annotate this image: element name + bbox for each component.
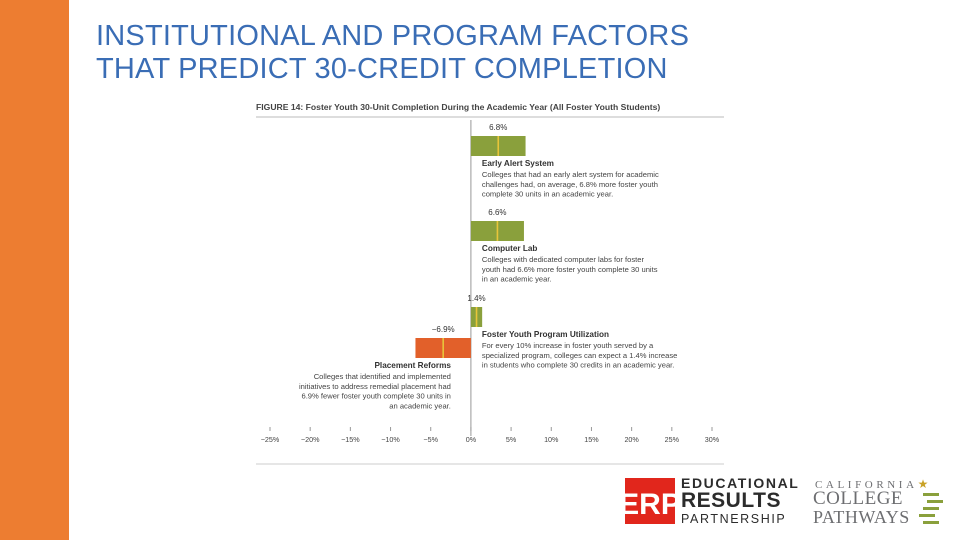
bar-desc-0-1: challenges had, on average, 6.8% more fo… xyxy=(482,180,658,189)
value-label-2: 1.4% xyxy=(467,294,485,303)
bar-desc-1-0: Colleges with dedicated computer labs fo… xyxy=(482,255,645,264)
chart-title: FIGURE 14: Foster Youth 30-Unit Completi… xyxy=(256,102,660,112)
erp-logo: ERP EDUCATIONAL RESULTS PARTNERSHIP xyxy=(619,475,805,526)
erp-mark-bg xyxy=(625,478,675,524)
bar-desc-2-0: For every 10% increase in foster youth s… xyxy=(482,341,654,350)
bar-name-1: Computer Lab xyxy=(482,244,537,253)
ccp-bar-2 xyxy=(927,500,943,503)
x-tick-label-9: 20% xyxy=(624,435,639,444)
ccp-bar-5 xyxy=(923,521,939,524)
x-tick-label-4: −5% xyxy=(423,435,438,444)
bar-name-3: Placement Reforms xyxy=(374,361,451,370)
erp-line-1: EDUCATIONAL xyxy=(681,475,800,491)
bar-desc-3-3: an academic year. xyxy=(389,401,451,410)
ccp-bar-1 xyxy=(923,493,939,496)
bar-desc-3-0: Colleges that identified and implemented xyxy=(314,372,451,381)
bar-desc-0-2: complete 30 units in an academic year. xyxy=(482,190,613,199)
x-tick-label-7: 10% xyxy=(544,435,559,444)
ccp-bars-icon xyxy=(919,493,943,524)
value-label-0: 6.8% xyxy=(489,123,507,132)
erp-line-2: RESULTS xyxy=(681,489,781,512)
bar-desc-0-0: Colleges that had an early alert system … xyxy=(482,170,659,179)
x-tick-label-3: −10% xyxy=(381,435,400,444)
x-tick-label-8: 15% xyxy=(584,435,599,444)
x-tick-label-10: 25% xyxy=(665,435,680,444)
slide-title-line-1: INSTITUTIONAL AND PROGRAM FACTORS xyxy=(96,20,690,52)
value-label-3: −6.9% xyxy=(432,325,455,334)
erp-logo-mark: ERP xyxy=(619,478,681,524)
bar-desc-3-1: initiatives to address remedial placemen… xyxy=(299,382,451,391)
college-pathways-logo: CALIFORNIA★ COLLEGE PATHWAYS xyxy=(813,476,948,528)
bar-desc-3-2: 6.9% fewer foster youth complete 30 unit… xyxy=(301,392,450,401)
x-tick-label-11: 30% xyxy=(705,435,720,444)
x-tick-label-5: 0% xyxy=(466,435,477,444)
slide-title: INSTITUTIONAL AND PROGRAM FACTORS THAT P… xyxy=(96,20,796,86)
slide-title-line-2: THAT PREDICT 30-CREDIT COMPLETION xyxy=(96,53,668,85)
bar-desc-2-2: in students who complete 30 credits in a… xyxy=(482,361,674,370)
foster-youth-completion-chart: FIGURE 14: Foster Youth 30-Unit Completi… xyxy=(256,102,724,465)
x-tick-label-6: 5% xyxy=(506,435,517,444)
ccp-line-3: PATHWAYS xyxy=(813,507,910,527)
bar-desc-1-1: youth had 6.6% more foster youth complet… xyxy=(482,265,658,274)
left-accent-bar xyxy=(0,0,69,540)
value-label-1: 6.6% xyxy=(488,208,506,217)
bar-desc-1-2: in an academic year. xyxy=(482,275,552,284)
star-icon: ★ xyxy=(917,477,929,491)
erp-line-3: PARTNERSHIP xyxy=(681,512,787,526)
bar-name-2: Foster Youth Program Utilization xyxy=(482,330,609,339)
x-tick-label-1: −20% xyxy=(301,435,320,444)
bar-name-0: Early Alert System xyxy=(482,159,554,168)
bar-desc-2-1: specialized program, colleges can expect… xyxy=(482,351,677,360)
x-tick-label-2: −15% xyxy=(341,435,360,444)
ccp-line-1: CALIFORNIA xyxy=(815,479,918,491)
ccp-bar-3 xyxy=(923,507,939,510)
ccp-bar-4 xyxy=(919,514,935,517)
x-tick-label-0: −25% xyxy=(261,435,280,444)
ccp-line-2: COLLEGE xyxy=(813,488,904,509)
erp-mark-text: ERP xyxy=(625,488,675,521)
